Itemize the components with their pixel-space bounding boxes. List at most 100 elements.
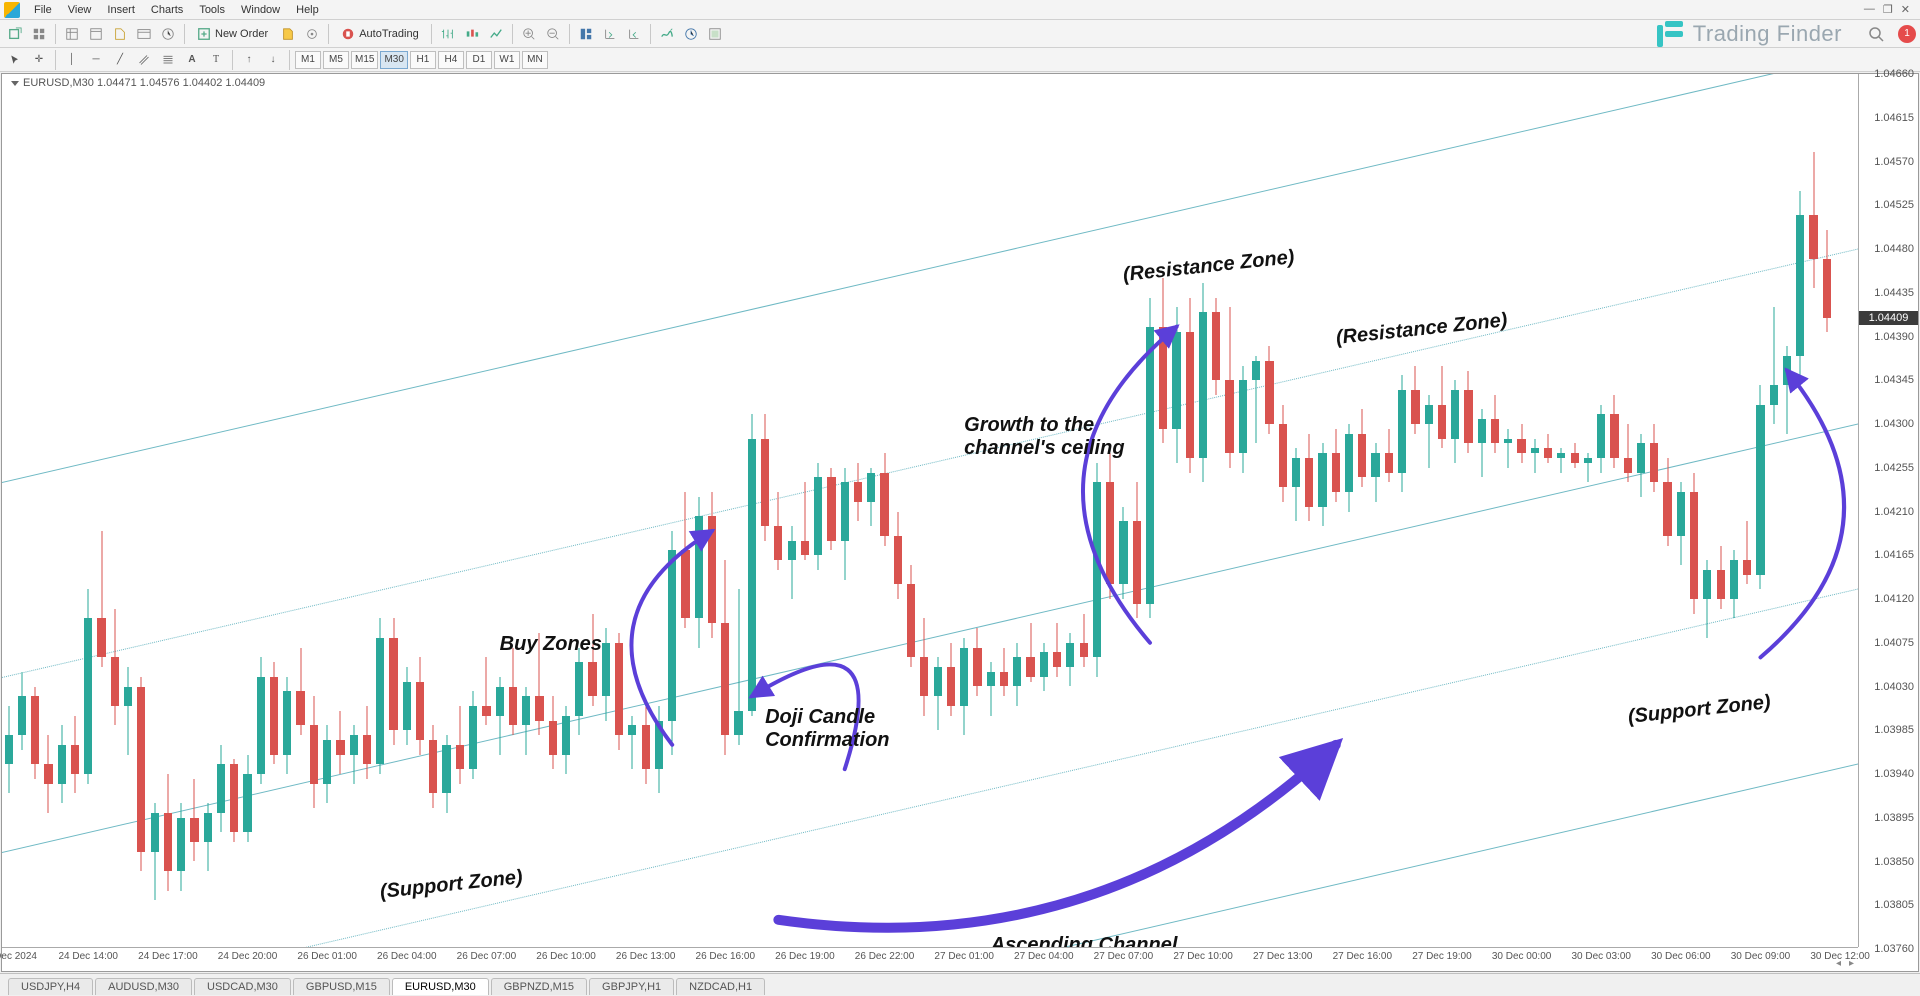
menu-tools[interactable]: Tools [191,2,233,18]
menu-file[interactable]: File [26,2,60,18]
vline-icon[interactable]: │ [61,51,83,69]
tab-audusd-m30[interactable]: AUDUSD,M30 [95,978,192,995]
price-tick: 1.04660 [1874,68,1914,80]
auto-scroll-icon[interactable] [599,23,621,45]
menu-help[interactable]: Help [288,2,327,18]
menu-window[interactable]: Window [233,2,288,18]
maximize-button[interactable]: ❐ [1883,3,1893,16]
line-chart-icon[interactable] [485,23,507,45]
tab-gbpusd-m15[interactable]: GBPUSD,M15 [293,978,390,995]
close-button[interactable]: ✕ [1901,3,1910,16]
price-tick: 1.04120 [1874,593,1914,605]
tab-usdcad-m30[interactable]: USDCAD,M30 [194,978,291,995]
window-controls: — ❐ ✕ [1864,3,1916,16]
crosshair-icon[interactable]: ✛ [28,51,50,69]
price-tick: 1.04615 [1874,112,1914,124]
time-tick: 30 Dec 00:00 [1492,951,1552,962]
minimize-button[interactable]: — [1864,3,1875,16]
time-tick: 27 Dec 16:00 [1333,951,1393,962]
trendline-icon[interactable]: ╱ [109,51,131,69]
timeframe-w1[interactable]: W1 [494,51,520,69]
new-order-button[interactable]: New Order [190,23,275,45]
tab-eurusd-m30[interactable]: EURUSD,M30 [392,978,489,995]
hline-icon[interactable]: ─ [85,51,107,69]
tab-gbpjpy-h1[interactable]: GBPJPY,H1 [589,978,674,995]
tab-gbpnzd-m15[interactable]: GBPNZD,M15 [491,978,587,995]
timeframe-mn[interactable]: MN [522,51,548,69]
data-window-icon[interactable] [85,23,107,45]
price-tick: 1.04390 [1874,331,1914,343]
profiles-icon[interactable] [28,23,50,45]
timeframe-m1[interactable]: M1 [295,51,321,69]
time-tick: 26 Dec 13:00 [616,951,676,962]
tab-nzdcad-h1[interactable]: NZDCAD,H1 [676,978,765,995]
price-tick: 1.03940 [1874,768,1914,780]
time-tick: 27 Dec 04:00 [1014,951,1074,962]
timeframe-h4[interactable]: H4 [438,51,464,69]
zoom-out-icon[interactable] [542,23,564,45]
chart-window: EURUSD,M30 1.04471 1.04576 1.04402 1.044… [1,73,1919,972]
text-icon[interactable]: A [181,51,203,69]
time-tick: 26 Dec 16:00 [696,951,756,962]
new-chart-icon[interactable] [4,23,26,45]
fibo-icon[interactable] [157,51,179,69]
indicators-icon[interactable] [656,23,678,45]
search-icon[interactable] [1868,26,1884,42]
autotrading-button[interactable]: AutoTrading [334,23,426,45]
timeframe-d1[interactable]: D1 [466,51,492,69]
metaeditor-icon[interactable] [277,23,299,45]
price-tick: 1.04210 [1874,506,1914,518]
time-tick: 26 Dec 10:00 [536,951,596,962]
time-tick: 27 Dec 07:00 [1094,951,1154,962]
timeframe-m30[interactable]: M30 [380,51,407,69]
arrow [2,74,1858,947]
navigator-icon[interactable] [109,23,131,45]
time-tick: 30 Dec 09:00 [1731,951,1791,962]
bar-chart-icon[interactable] [437,23,459,45]
time-tick: 26 Dec 22:00 [855,951,915,962]
menu-charts[interactable]: Charts [143,2,191,18]
menu-bar: FileViewInsertChartsToolsWindowHelp — ❐ … [0,0,1920,20]
time-tick: 27 Dec 13:00 [1253,951,1313,962]
tile-windows-icon[interactable] [575,23,597,45]
price-tick: 1.04255 [1874,462,1914,474]
time-tick: 24 Dec 14:00 [59,951,119,962]
terminal-icon[interactable] [133,23,155,45]
main-toolbar: New Order AutoTrading Trading Finder 1 [0,20,1920,48]
price-tick: 1.04030 [1874,681,1914,693]
brand: Trading Finder [1657,21,1866,47]
label-icon[interactable]: T [205,51,227,69]
last-price-flag: 1.04409 [1859,311,1918,325]
price-tick: 1.03895 [1874,812,1914,824]
annotation: Doji CandleConfirmation [765,706,889,752]
price-tick: 1.04075 [1874,637,1914,649]
options-icon[interactable] [301,23,323,45]
timeframe-m15[interactable]: M15 [351,51,378,69]
market-watch-icon[interactable] [61,23,83,45]
channel-icon[interactable] [133,51,155,69]
price-axis: 1.037601.038051.038501.038951.039401.039… [1858,74,1918,947]
tab-usdjpy-h4[interactable]: USDJPY,H4 [8,978,93,995]
arrow-down-icon[interactable]: ↓ [262,51,284,69]
cursor-icon[interactable] [4,51,26,69]
arrow-up-icon[interactable]: ↑ [238,51,260,69]
candle-chart-icon[interactable] [461,23,483,45]
time-axis: ◂▸ 24 Dec 202424 Dec 14:0024 Dec 17:0024… [2,947,1858,971]
timeframe-m5[interactable]: M5 [323,51,349,69]
strategy-tester-icon[interactable] [157,23,179,45]
menu-view[interactable]: View [60,2,100,18]
chart-shift-icon[interactable] [623,23,645,45]
autotrading-label: AutoTrading [359,28,419,40]
time-tick: 26 Dec 04:00 [377,951,437,962]
drawing-toolbar: ✛ │ ─ ╱ A T ↑ ↓ M1M5M15M30H1H4D1W1MN [0,48,1920,72]
templates-icon[interactable] [704,23,726,45]
time-tick: 27 Dec 10:00 [1173,951,1233,962]
price-tick: 1.04345 [1874,374,1914,386]
periods-icon[interactable] [680,23,702,45]
menu-insert[interactable]: Insert [99,2,143,18]
zoom-in-icon[interactable] [518,23,540,45]
timeframe-h1[interactable]: H1 [410,51,436,69]
time-tick: 30 Dec 03:00 [1571,951,1631,962]
notification-badge[interactable]: 1 [1898,25,1916,43]
chart-canvas[interactable]: (Resistance Zone)(Resistance Zone)Growth… [2,74,1858,947]
